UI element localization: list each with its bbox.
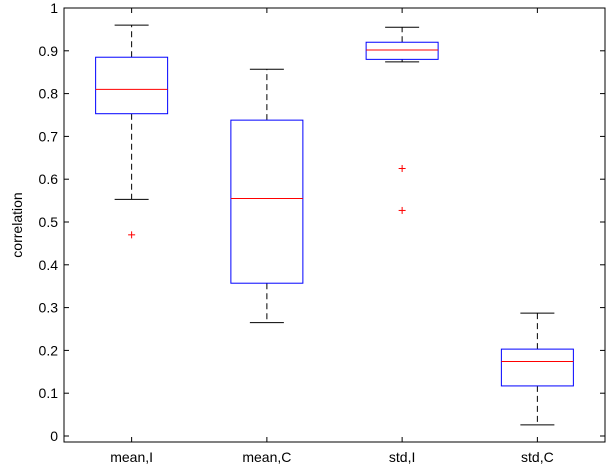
box-mean,I — [95, 24, 169, 239]
x-tick-label: mean,I — [110, 449, 153, 465]
y-tick-label: 0.1 — [39, 385, 59, 401]
y-tick-label: 1 — [50, 0, 58, 16]
y-tick-label: 0 — [50, 428, 58, 444]
box-iqr — [95, 56, 169, 115]
y-tick-label: 0.8 — [39, 86, 59, 102]
outlier-marker — [128, 231, 136, 239]
box-mean,C — [230, 68, 304, 324]
outlier-marker — [398, 206, 406, 214]
box-iqr — [230, 119, 304, 284]
boxes — [95, 24, 574, 426]
x-tick-label: std,I — [389, 449, 415, 465]
plot-area — [63, 7, 606, 443]
box-iqr — [365, 41, 439, 60]
y-axis-label: correlation — [9, 192, 25, 257]
box-std,I — [365, 26, 439, 214]
x-axis: mean,I mean,C std,I std,C — [110, 8, 554, 465]
y-tick-label: 0.3 — [39, 300, 59, 316]
x-tick-label: mean,C — [242, 449, 291, 465]
y-tick-label: 0.4 — [39, 257, 59, 273]
box-iqr — [500, 348, 574, 387]
y-tick-label: 0.6 — [39, 171, 59, 187]
y-tick-label: 0.7 — [39, 128, 59, 144]
y-axis: 0 0.1 0.2 0.3 0.4 0.5 0.6 0.7 0.8 0.9 1 — [39, 0, 605, 444]
x-tick-label: std,C — [521, 449, 554, 465]
box-std,C — [500, 312, 574, 426]
y-tick-label: 0.9 — [39, 43, 59, 59]
y-tick-label: 0.5 — [39, 214, 59, 230]
outlier-marker — [398, 165, 406, 172]
y-tick-label: 0.2 — [39, 342, 59, 358]
